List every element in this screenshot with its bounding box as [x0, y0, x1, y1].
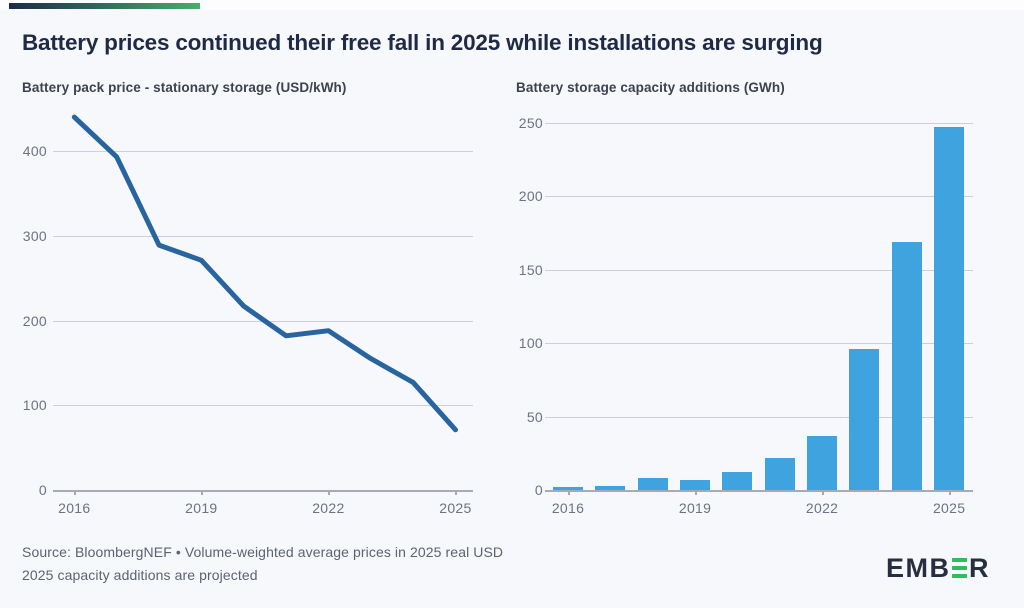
gridline: [545, 122, 973, 124]
y-tick-label: 200: [22, 312, 47, 329]
y-tick-label: 150: [518, 261, 543, 278]
gridline: [53, 405, 473, 407]
x-tick-mark: [949, 490, 951, 495]
bar-2024: [891, 241, 922, 490]
bar-2022: [807, 435, 838, 490]
x-axis-line: [53, 490, 473, 492]
accent-gradient-bar: [9, 3, 200, 9]
x-tick-mark: [568, 490, 570, 495]
price-line: [71, 114, 458, 433]
y-tick-label: 200: [518, 188, 543, 205]
right-chart-title: Battery storage capacity additions (GWh): [516, 80, 785, 95]
y-tick-label: 100: [518, 335, 543, 352]
right-chart-bar-plot: 0 50 100 150 200 250 2016 2019 2022 2025: [500, 100, 1024, 520]
x-axis-line: [545, 490, 973, 492]
left-chart-line-plot: 0 100 200 300 400 2016 2019 2022 2025: [22, 100, 482, 520]
bar-2017: [595, 485, 626, 490]
left-chart-title: Battery pack price - stationary storage …: [22, 80, 347, 95]
y-tick-label: 250: [518, 114, 543, 131]
bar-2018: [637, 478, 668, 490]
x-tick-label: 2019: [678, 500, 712, 516]
gridline: [545, 196, 973, 198]
gridline: [53, 151, 473, 152]
y-tick-label: 0: [534, 482, 543, 498]
gridline: [545, 269, 973, 271]
y-tick-label: 300: [22, 227, 47, 244]
page-title: Battery prices continued their free fall…: [22, 30, 823, 55]
top-strip: [0, 0, 1024, 10]
ember-logo: EMB R: [886, 553, 990, 583]
bar-2020: [722, 472, 753, 490]
logo-text-r: R: [969, 552, 990, 583]
source-line-1: Source: BloombergNEF • Volume-weighted a…: [22, 544, 504, 560]
y-tick-label: 0: [38, 482, 47, 498]
x-tick-label: 2022: [312, 500, 345, 516]
bar-2023: [849, 348, 880, 490]
x-tick-label: 2016: [58, 500, 91, 516]
x-tick-label: 2025: [932, 500, 966, 516]
bar-2019: [680, 479, 711, 490]
y-tick-label: 400: [22, 143, 47, 159]
gridline: [53, 235, 473, 237]
x-tick-mark: [328, 490, 330, 495]
y-tick-label: 100: [22, 397, 47, 414]
logo-text-emb: EMB: [886, 552, 951, 583]
x-tick-mark: [822, 490, 824, 495]
bar-2025: [934, 127, 965, 490]
gridline: [545, 416, 973, 418]
x-tick-label: 2022: [805, 500, 839, 516]
gridline: [545, 343, 973, 345]
x-tick-label: 2016: [551, 500, 585, 516]
price-line-svg: [71, 114, 458, 433]
source-note: Source: BloombergNEF • Volume-weighted a…: [22, 541, 503, 587]
x-tick-mark: [695, 490, 697, 495]
y-tick-label: 50: [526, 408, 543, 425]
x-tick-label: 2025: [439, 500, 472, 516]
bar-2016: [553, 487, 583, 490]
x-tick-mark: [74, 490, 76, 495]
logo-e-icon: [951, 557, 967, 579]
bar-2021: [764, 457, 795, 490]
source-line-2: 2025 capacity additions are projected: [22, 567, 258, 583]
x-tick-mark: [455, 490, 457, 495]
x-tick-label: 2019: [185, 500, 218, 516]
x-tick-mark: [201, 490, 203, 495]
